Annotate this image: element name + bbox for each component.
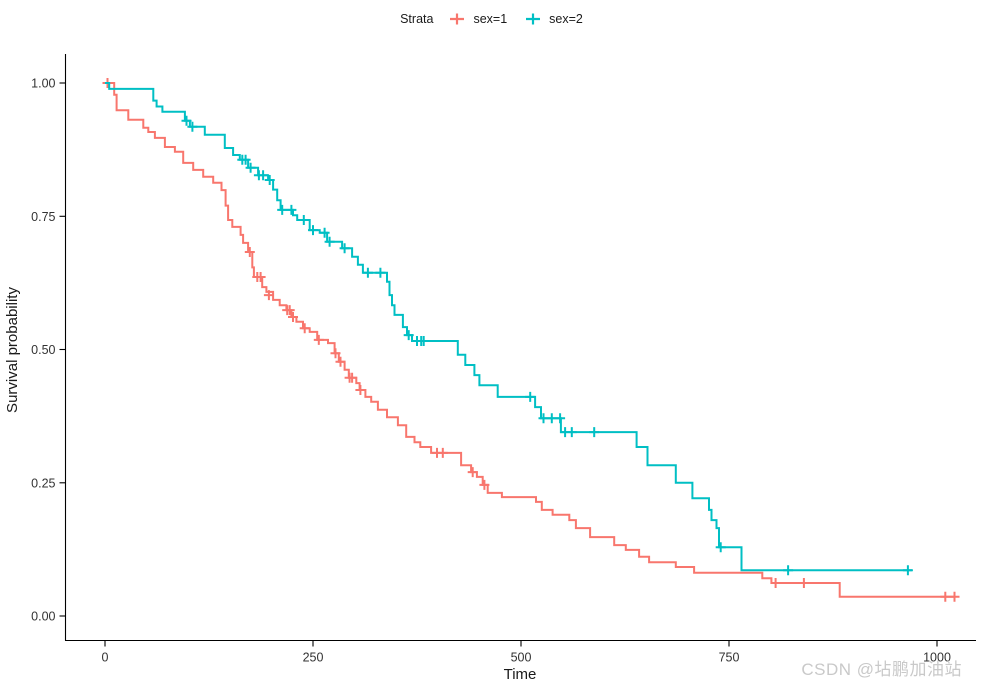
- watermark-text: CSDN @坫鹏加油站: [801, 660, 962, 679]
- censor-marks-sex2: [181, 115, 913, 576]
- y-tick-label: 0.25: [31, 476, 55, 490]
- censor-marks-sex1: [102, 78, 960, 602]
- y-tick-label: 1.00: [31, 77, 55, 91]
- y-tick-label: 0.75: [31, 210, 55, 224]
- survival-curve-sex1: [105, 82, 956, 598]
- legend-title: Strata: [400, 12, 434, 26]
- plus-key-icon-sex1: [447, 12, 467, 26]
- y-axis-title: Survival probability: [4, 287, 21, 413]
- y-tick-label: 0.50: [31, 343, 55, 357]
- x-axis-title: Time: [504, 666, 537, 683]
- x-tick-label: 500: [511, 651, 532, 665]
- x-tick-label: 1000: [923, 651, 951, 665]
- legend-item-sex1: sex=1: [447, 12, 507, 26]
- x-tick-label: 0: [102, 651, 109, 665]
- y-tick-label: 0.00: [31, 610, 55, 624]
- x-tick-label: 750: [719, 651, 740, 665]
- legend: Strata sex=1 sex=2: [0, 12, 983, 26]
- survival-curve-sex2: [105, 82, 912, 572]
- legend-label-sex1: sex=1: [473, 12, 508, 26]
- x-tick-label: 250: [303, 651, 324, 665]
- plus-key-icon-sex2: [523, 12, 543, 26]
- legend-label-sex2: sex=2: [549, 12, 583, 26]
- legend-item-sex2: sex=2: [523, 12, 583, 26]
